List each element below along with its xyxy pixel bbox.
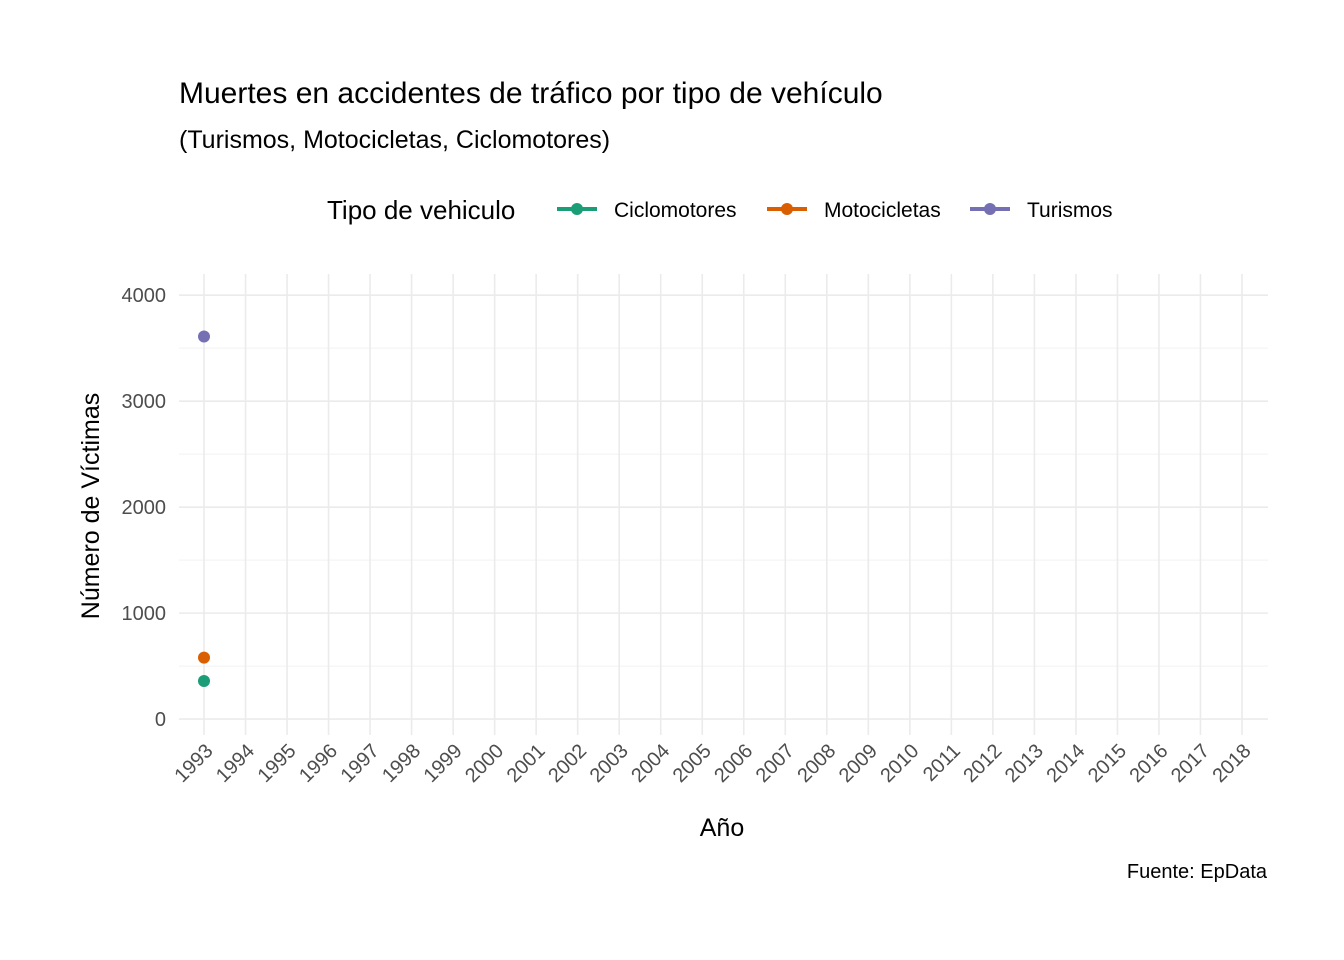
y-axis-title: Número de Víctimas: [77, 393, 105, 619]
legend-label: Motocicletas: [824, 199, 941, 222]
plot-grid: [179, 274, 1268, 735]
x-tick-label: 1995: [254, 740, 301, 787]
x-tick-label: 2008: [793, 740, 840, 787]
x-tick-label: 2004: [627, 740, 674, 787]
x-tick-label: 1997: [337, 740, 384, 787]
y-tick-label: 4000: [122, 285, 167, 307]
x-tick-label: 2011: [919, 740, 965, 786]
x-tick-label: 1993: [171, 740, 218, 787]
x-tick-label: 2001: [503, 740, 550, 787]
y-axis-ticks: 0 1000 2000 3000 4000: [122, 285, 167, 731]
x-tick-label: 2015: [1084, 740, 1131, 787]
x-tick-label: 2014: [1042, 740, 1089, 787]
x-tick-label: 2002: [544, 740, 591, 787]
x-tick-label: 2013: [1001, 740, 1048, 787]
legend-key-point: [984, 203, 996, 215]
legend-item: Motocicletas: [767, 199, 941, 222]
x-tick-label: 1996: [295, 740, 342, 787]
x-tick-label: 2012: [959, 740, 1006, 787]
x-tick-label: 2017: [1167, 740, 1214, 787]
legend-label: Turismos: [1027, 199, 1113, 222]
legend-item: Turismos: [970, 199, 1113, 222]
x-tick-label: 2000: [461, 740, 508, 787]
legend-title: Tipo de vehiculo: [327, 195, 515, 225]
x-tick-label: 2009: [835, 740, 882, 787]
x-tick-label: 2006: [710, 740, 757, 787]
x-axis-ticks: 1993199419951996199719981999200020012002…: [171, 740, 1256, 787]
y-tick-label: 1000: [122, 603, 167, 625]
x-tick-label: 2007: [752, 740, 799, 787]
x-tick-label: 1999: [420, 740, 467, 787]
chart-subtitle: (Turismos, Motocicletas, Ciclomotores): [179, 126, 610, 154]
legend-key-point: [781, 203, 793, 215]
legend-label: Ciclomotores: [614, 199, 737, 222]
data-points: [198, 330, 210, 687]
legend: Tipo de vehiculo Ciclomotores Motocicleta…: [327, 195, 1113, 225]
caption: Fuente: EpData: [1127, 861, 1268, 883]
x-tick-label: 1994: [212, 740, 259, 787]
x-tick-label: 2018: [1209, 740, 1256, 787]
legend-key-point: [571, 203, 583, 215]
chart-title: Muertes en accidentes de tráfico por tip…: [179, 77, 883, 110]
data-point: [198, 674, 210, 687]
data-point: [198, 651, 210, 664]
x-tick-label: 2016: [1125, 740, 1172, 787]
y-tick-label: 3000: [122, 391, 167, 413]
legend-item: Ciclomotores: [557, 199, 737, 222]
x-tick-label: 2003: [586, 740, 633, 787]
data-point: [198, 330, 210, 343]
x-tick-label: 2005: [669, 740, 716, 787]
y-tick-label: 0: [155, 709, 166, 731]
x-tick-label: 2010: [876, 740, 923, 787]
y-tick-label: 2000: [122, 497, 167, 519]
x-tick-label: 1998: [378, 740, 425, 787]
x-axis-title: Año: [700, 814, 744, 842]
